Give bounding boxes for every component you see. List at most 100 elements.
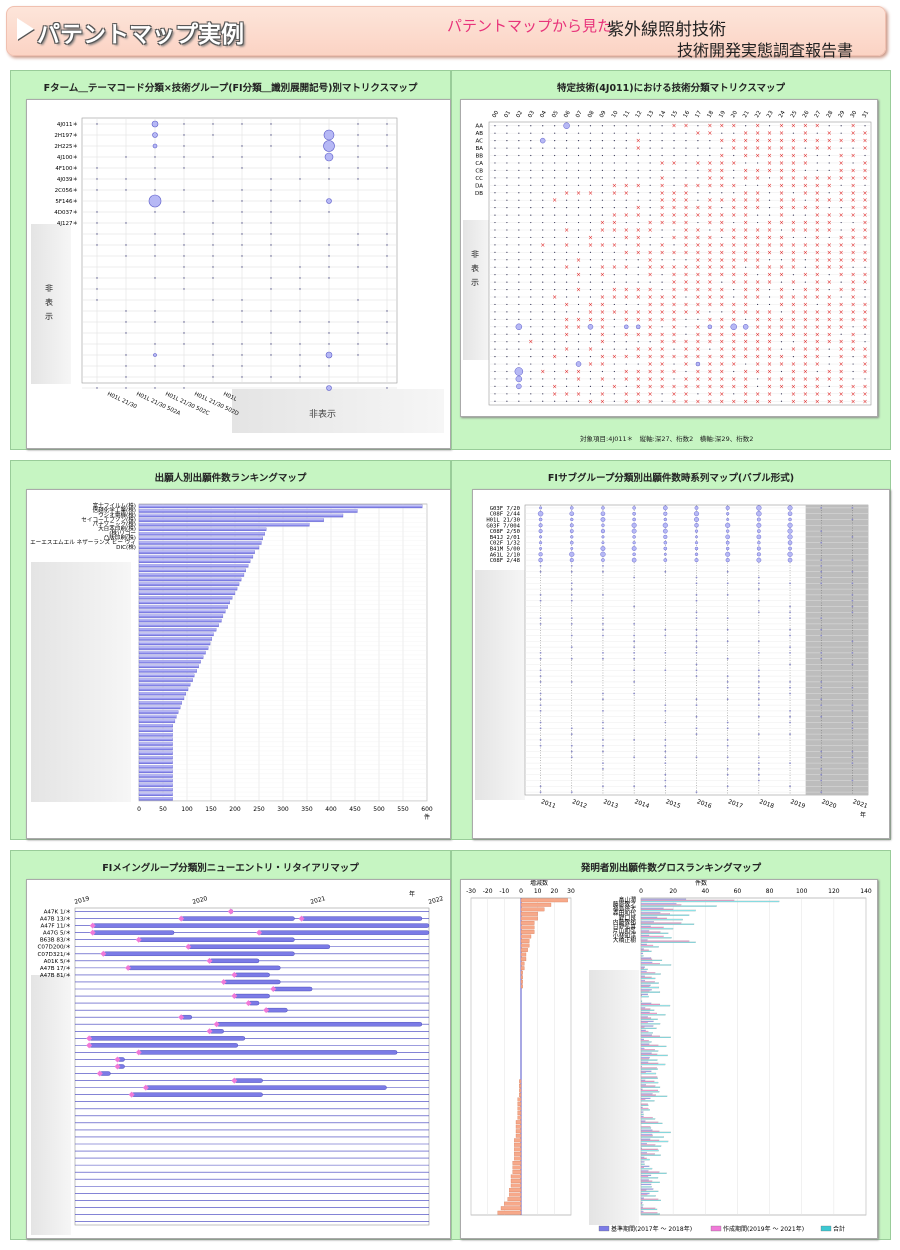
applicant-bar — [138, 682, 191, 687]
dot — [697, 318, 699, 320]
dot — [518, 393, 520, 395]
entry-marker — [114, 1063, 121, 1070]
cross-mark: × — [719, 257, 724, 264]
cross-mark: × — [839, 257, 844, 264]
left-tick-label: 20 — [551, 888, 559, 895]
inventor-bar — [640, 1041, 652, 1043]
cross-mark: × — [767, 160, 772, 167]
dot — [506, 303, 508, 306]
dot — [721, 192, 723, 194]
diff-bar — [517, 1106, 522, 1111]
dot — [602, 744, 604, 747]
cross-mark: × — [755, 316, 760, 323]
cross-mark: × — [683, 339, 688, 346]
cross-mark: × — [707, 391, 712, 398]
inventor-bar — [640, 1089, 658, 1092]
bubble — [693, 511, 700, 517]
cross-mark: × — [767, 167, 772, 174]
diff-bar — [515, 1120, 522, 1125]
cross-mark: × — [815, 227, 820, 234]
x-tick-label: 350 — [301, 806, 313, 813]
cross-mark: × — [672, 160, 677, 167]
bubble — [726, 546, 730, 551]
inventor-bar — [640, 957, 652, 959]
inventor-bar — [640, 985, 650, 987]
inventor-name: 畠山潤 — [619, 895, 637, 903]
dot — [789, 652, 791, 654]
dot — [518, 132, 520, 134]
entry-bar — [92, 930, 175, 935]
cross-mark: × — [731, 227, 736, 234]
dot — [577, 236, 580, 239]
dot — [757, 686, 760, 689]
applicant-bar — [138, 733, 173, 737]
bubble — [600, 511, 606, 516]
entry-bar — [88, 1043, 239, 1048]
bubble — [663, 511, 668, 516]
dot — [212, 244, 214, 246]
dot — [542, 266, 544, 268]
applicant-bar — [138, 614, 224, 618]
bubble — [538, 557, 543, 563]
dot — [183, 211, 185, 213]
cross-mark: × — [695, 376, 700, 383]
dot — [494, 236, 496, 239]
right-tick-label: 20 — [669, 888, 677, 895]
dot — [820, 507, 823, 509]
dot — [539, 785, 542, 788]
dot — [554, 274, 556, 276]
diff-bar — [512, 1161, 522, 1165]
dot — [649, 177, 651, 179]
cross-mark: × — [564, 227, 569, 234]
dot — [768, 214, 771, 216]
cross-mark: × — [695, 279, 700, 286]
dot — [565, 154, 568, 157]
dot — [386, 343, 388, 345]
dot — [613, 169, 615, 172]
dot — [299, 343, 301, 345]
cross-mark: × — [755, 153, 760, 160]
dot — [570, 588, 573, 590]
inventor-bar — [640, 1131, 671, 1134]
bubble — [600, 517, 606, 522]
dot — [542, 177, 544, 179]
dot — [816, 169, 818, 172]
applicant-bar — [138, 664, 199, 669]
dot — [530, 274, 532, 276]
cross-mark: × — [791, 316, 796, 323]
entry-marker — [86, 1042, 93, 1049]
inventor-bar — [640, 1186, 652, 1188]
dot — [518, 207, 520, 209]
cross-mark: × — [695, 398, 700, 405]
diff-bar — [517, 1115, 522, 1120]
cross-mark: × — [660, 220, 665, 227]
inventor-bar — [640, 966, 645, 968]
dot — [601, 132, 604, 134]
bubble — [587, 324, 594, 330]
dot — [494, 147, 496, 149]
inventor-bar — [640, 1135, 653, 1137]
cross-mark: × — [791, 391, 796, 398]
cross-mark: × — [803, 242, 808, 249]
dot — [494, 125, 496, 127]
cross-mark: × — [707, 376, 712, 383]
row-label: B63B 83/＊ — [40, 937, 71, 944]
applicant-bar — [138, 605, 228, 609]
cross-mark: × — [672, 190, 677, 197]
applicant-bar — [138, 600, 230, 605]
dot — [851, 594, 854, 596]
cross-mark: × — [815, 220, 820, 227]
inventor-name: 小林知洋 — [613, 932, 636, 940]
bubble — [631, 546, 637, 551]
cross-mark: × — [624, 227, 629, 234]
cross-mark: × — [827, 324, 832, 331]
dot — [494, 229, 496, 231]
dot — [270, 200, 272, 202]
dot — [542, 199, 544, 201]
cross-mark: × — [779, 264, 784, 271]
dot — [851, 756, 854, 759]
inventor-bar — [640, 1026, 645, 1028]
cross-mark: × — [839, 391, 844, 398]
dot — [554, 177, 556, 179]
dot — [633, 623, 636, 625]
